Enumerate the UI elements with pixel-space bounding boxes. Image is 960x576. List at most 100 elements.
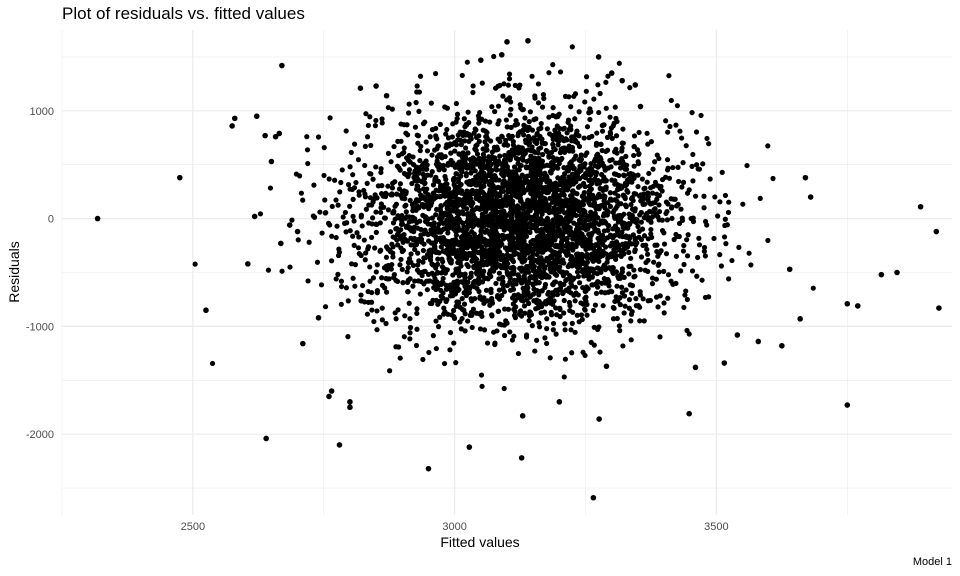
data-point	[541, 163, 547, 169]
data-point	[476, 265, 483, 271]
data-point	[496, 177, 502, 183]
data-point	[568, 159, 574, 165]
data-point	[437, 194, 443, 200]
data-point	[432, 70, 439, 77]
data-point	[465, 318, 471, 324]
data-point	[690, 178, 696, 184]
data-point	[392, 203, 398, 209]
data-point	[618, 271, 624, 278]
data-point	[503, 197, 509, 203]
data-point	[502, 245, 509, 251]
data-point	[580, 268, 586, 274]
data-point	[466, 190, 473, 197]
data-point	[267, 185, 274, 191]
data-point	[438, 227, 445, 234]
chart-title: Plot of residuals vs. fitted values	[62, 4, 305, 23]
data-point	[278, 240, 284, 247]
data-point	[420, 162, 426, 168]
data-point	[564, 203, 570, 209]
data-point	[444, 222, 451, 228]
data-point	[515, 156, 521, 162]
data-point	[631, 217, 637, 223]
data-point	[603, 186, 609, 192]
data-point	[629, 206, 636, 212]
data-point	[844, 402, 851, 408]
data-point	[412, 124, 419, 130]
data-point	[596, 109, 602, 116]
data-point	[655, 262, 661, 268]
data-point	[664, 208, 670, 215]
data-point	[379, 183, 385, 189]
data-point	[555, 142, 561, 148]
data-point	[369, 221, 375, 227]
data-point	[571, 292, 577, 298]
data-point	[748, 262, 754, 268]
data-point	[522, 250, 528, 257]
data-point	[461, 224, 467, 230]
data-point	[512, 122, 518, 128]
data-point	[628, 318, 634, 324]
data-point	[344, 220, 350, 226]
chart-caption: Model 1	[912, 556, 952, 568]
y-tick-label: -1000	[26, 321, 54, 333]
data-point	[404, 279, 411, 285]
data-point	[411, 237, 417, 243]
data-point	[476, 311, 482, 317]
data-point	[622, 202, 629, 208]
data-point	[564, 247, 571, 253]
data-point	[638, 219, 644, 225]
data-point	[420, 121, 427, 127]
data-point	[502, 306, 508, 312]
data-point	[612, 298, 618, 305]
data-point	[668, 97, 674, 104]
data-point	[636, 228, 642, 234]
data-point	[456, 286, 462, 293]
data-point	[532, 155, 538, 161]
data-point	[666, 73, 672, 79]
data-point	[431, 230, 438, 236]
data-point	[573, 242, 579, 249]
data-point	[340, 214, 346, 220]
data-point	[693, 129, 700, 135]
data-point	[403, 189, 409, 195]
data-point	[611, 233, 617, 239]
data-point	[610, 269, 616, 275]
data-point	[539, 275, 545, 281]
data-point	[675, 164, 681, 171]
data-point	[504, 39, 510, 45]
data-point	[530, 199, 536, 206]
data-point	[298, 190, 304, 196]
data-point	[519, 293, 525, 300]
x-axis-label: Fitted values	[440, 534, 520, 550]
data-point	[537, 303, 543, 309]
data-point	[390, 250, 396, 256]
data-point	[504, 252, 510, 258]
data-point	[429, 270, 435, 276]
data-point	[435, 225, 441, 231]
data-point	[507, 135, 513, 141]
data-point	[515, 272, 521, 278]
data-point	[251, 213, 258, 220]
data-point	[437, 207, 443, 213]
data-point	[588, 161, 594, 167]
data-point	[614, 150, 620, 156]
data-point	[711, 235, 717, 242]
data-point	[414, 310, 420, 316]
data-point	[326, 393, 332, 400]
data-point	[637, 292, 643, 298]
data-point	[598, 289, 604, 295]
data-point	[440, 275, 446, 282]
data-point	[425, 192, 431, 198]
data-point	[335, 202, 341, 208]
data-point	[522, 226, 528, 232]
data-point	[461, 278, 467, 284]
data-point	[694, 273, 700, 279]
data-point	[619, 140, 625, 146]
data-point	[452, 237, 458, 243]
data-point	[560, 202, 566, 209]
data-point	[636, 129, 642, 136]
data-point	[597, 194, 603, 200]
data-point	[665, 272, 672, 278]
data-point	[481, 327, 488, 333]
data-point	[387, 229, 394, 235]
